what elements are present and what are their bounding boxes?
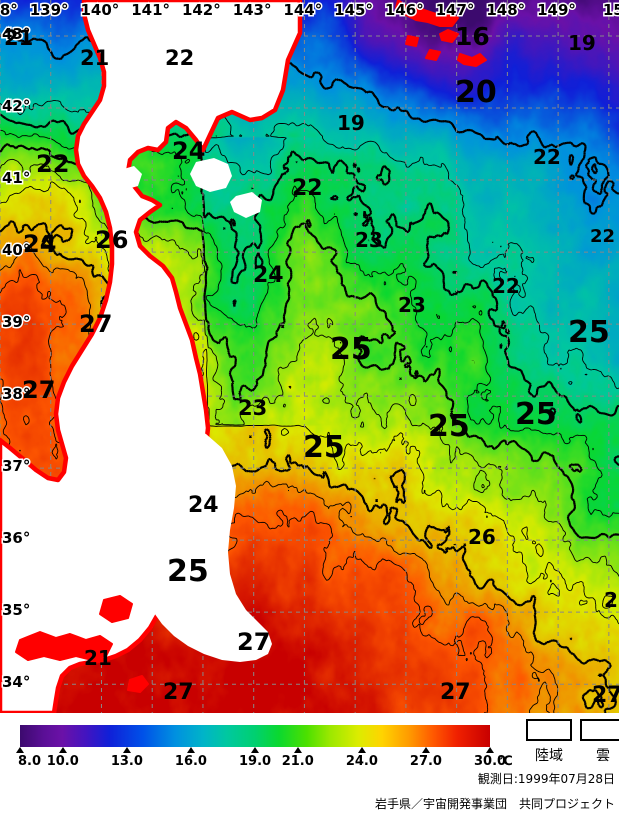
sw-coast-fragment-1 (99, 595, 133, 623)
colorbar-tick-label-10.0: 10.0 (46, 754, 79, 769)
colorbar-tick-label-21.0: 21.0 (281, 754, 314, 769)
ne-coast-fragment-0 (395, 0, 459, 27)
temperature-colorbar (20, 725, 490, 747)
ne-coast-fragment-4 (405, 35, 419, 47)
cloud-mask-main (140, 424, 272, 662)
contour-line-21 (0, 129, 619, 518)
organization-credit-text: 岩手県／宇宙開発事業団 共同プロジェクト (374, 797, 615, 811)
colorbar-tick-30.0 (486, 747, 494, 753)
legend-panel: 8.0 10.0 13.0 16.0 19.0 21.0 24.0 27.0 30.0 ℃ 陸域… (0, 713, 619, 820)
sw-coast-fragment-0 (15, 631, 113, 661)
ne-coast-fragment-3 (425, 49, 441, 61)
colorbar-tick-label-8.0: 8.0 (18, 754, 42, 769)
colorbar-tick-label-24.0: 24.0 (345, 754, 378, 769)
cloud-mask-1 (230, 192, 262, 218)
contour-line-19 (0, 99, 619, 390)
legend-label-cloud: 雲 (596, 748, 610, 764)
colorbar-tick-label-13.0: 13.0 (110, 754, 143, 769)
colorbar-tick-13.0 (122, 747, 131, 753)
observation-date-text: 観測日:1999年07月28日 (477, 772, 615, 786)
legend-swatch-cloud (580, 719, 619, 741)
colorbar-tick-27.0 (421, 747, 430, 753)
sw-coast-fragment-2 (127, 675, 149, 693)
colorbar-wrapper: 8.0 10.0 13.0 16.0 19.0 21.0 24.0 27.0 30.0 (16, 725, 506, 769)
colorbar-tick-label-16.0: 16.0 (174, 754, 207, 769)
contour-line-20 (0, 113, 619, 467)
colorbar-tick-24.0 (357, 747, 366, 753)
colorbar-tick-10.0 (58, 747, 67, 753)
cloud-mask-2 (116, 166, 142, 190)
legend-swatch-land (526, 719, 572, 741)
cloud-mask-0 (190, 158, 232, 192)
colorbar-tick-19.0 (251, 747, 259, 753)
ne-coast-fragment-1 (439, 29, 459, 43)
legend-label-land: 陸域 (535, 748, 563, 764)
colorbar-tick-21.0 (293, 747, 302, 753)
colorbar-tick-8.0 (16, 747, 24, 753)
colorbar-tick-label-19.0: 19.0 (239, 754, 272, 769)
sst-map-panel[interactable]: 138°139°140°141°142°143°144°145°146°147°… (0, 0, 619, 713)
colorbar-unit-label: ℃ (497, 754, 513, 769)
colorbar-tick-16.0 (186, 747, 195, 753)
colorbar-tick-label-27.0: 27.0 (409, 754, 442, 769)
land-mask-honshu (0, 0, 303, 713)
map-overlay-layer (0, 0, 619, 713)
ne-coast-fragment-2 (457, 53, 487, 67)
colorbar-tick-label-30.0: 30.0 (474, 754, 507, 769)
